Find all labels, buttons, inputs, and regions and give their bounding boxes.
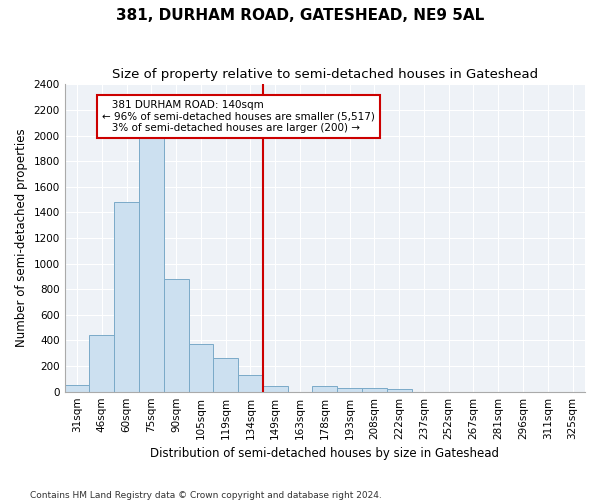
Bar — [89, 336, 114, 392]
Bar — [263, 386, 287, 392]
Bar — [214, 358, 238, 392]
Y-axis label: Number of semi-detached properties: Number of semi-detached properties — [15, 128, 28, 348]
Bar — [188, 344, 214, 392]
Bar — [164, 279, 188, 392]
Bar — [65, 386, 89, 392]
Bar — [362, 388, 387, 392]
Text: Contains HM Land Registry data © Crown copyright and database right 2024.: Contains HM Land Registry data © Crown c… — [30, 490, 382, 500]
Text: 381, DURHAM ROAD, GATESHEAD, NE9 5AL: 381, DURHAM ROAD, GATESHEAD, NE9 5AL — [116, 8, 484, 22]
Bar — [238, 375, 263, 392]
Bar — [313, 386, 337, 392]
Bar — [337, 388, 362, 392]
Bar — [139, 136, 164, 392]
Bar — [114, 202, 139, 392]
X-axis label: Distribution of semi-detached houses by size in Gateshead: Distribution of semi-detached houses by … — [151, 447, 499, 460]
Text: 381 DURHAM ROAD: 140sqm
← 96% of semi-detached houses are smaller (5,517)
   3% : 381 DURHAM ROAD: 140sqm ← 96% of semi-de… — [102, 100, 375, 133]
Title: Size of property relative to semi-detached houses in Gateshead: Size of property relative to semi-detach… — [112, 68, 538, 80]
Bar — [387, 389, 412, 392]
